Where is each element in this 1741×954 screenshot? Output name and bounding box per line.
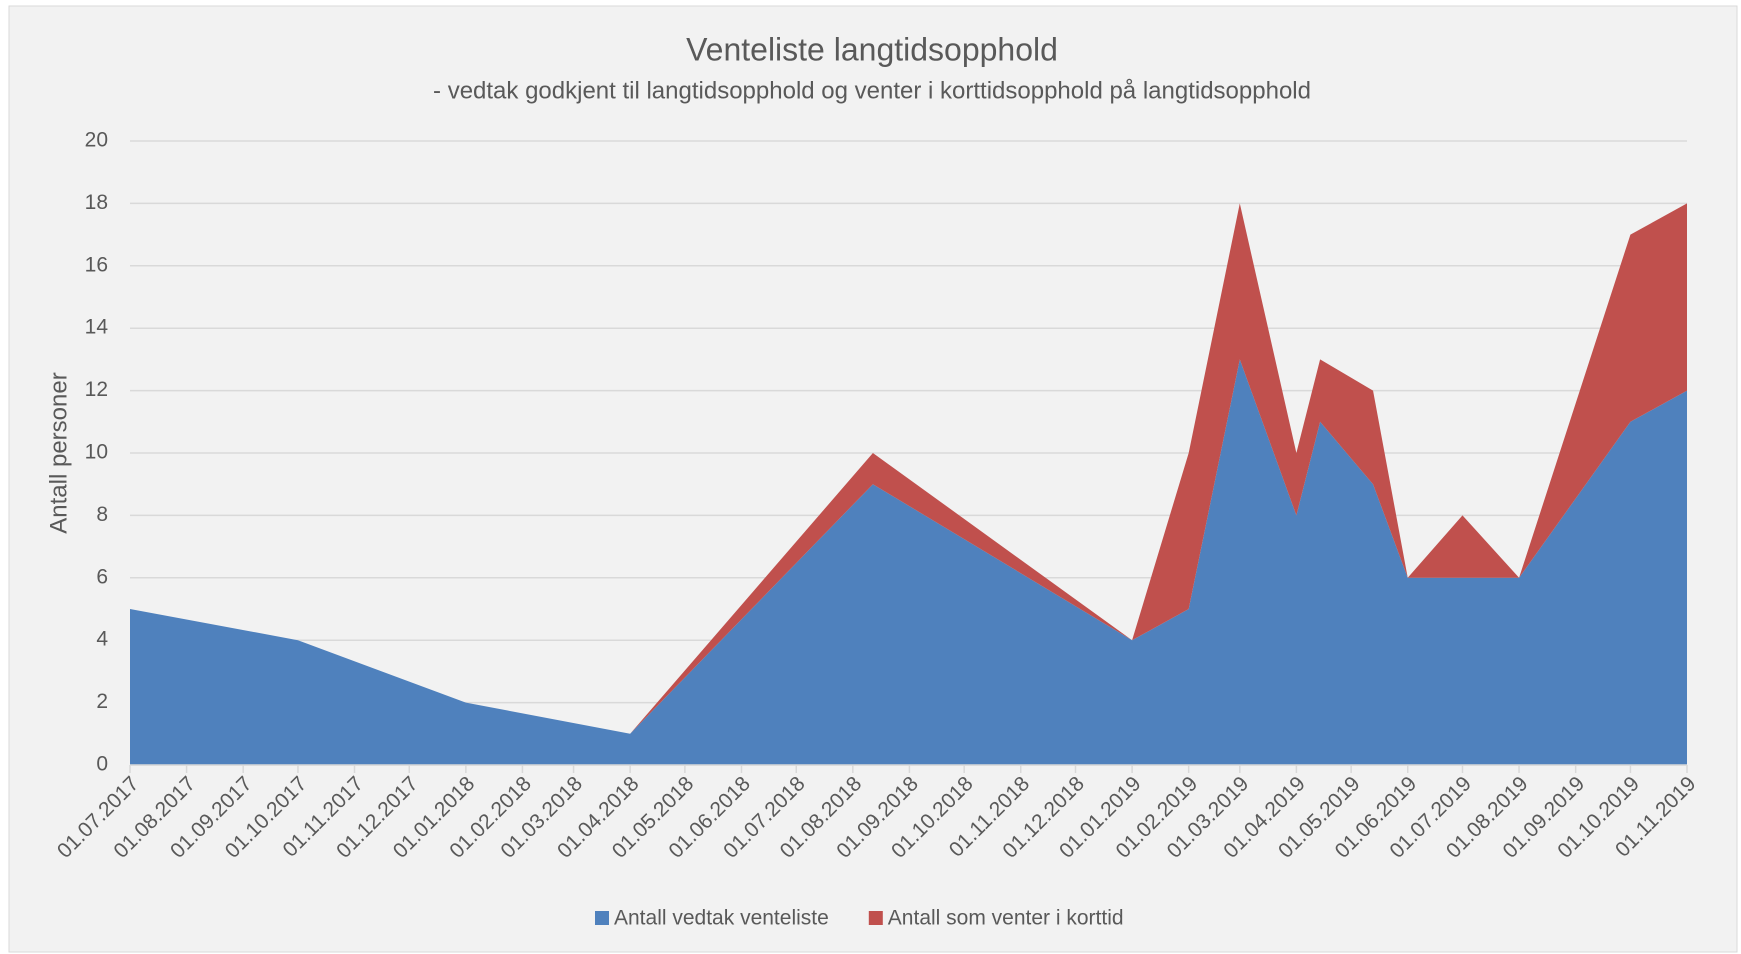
- y-tick-label: 0: [96, 753, 108, 776]
- area: [130, 203, 1687, 734]
- y-tick-label: 4: [96, 628, 108, 651]
- legend-swatch: [868, 911, 883, 925]
- y-tick-label: 2: [96, 690, 108, 713]
- legend-label: Antall vedtak venteliste: [614, 907, 829, 930]
- y-tick-label: 18: [85, 191, 108, 214]
- y-tick-label: 16: [85, 253, 108, 276]
- y-tick-label: 10: [85, 441, 108, 464]
- y-tick-label: 14: [85, 316, 109, 339]
- y-tick-label: 20: [85, 129, 108, 152]
- area: [130, 359, 1687, 765]
- chart-subtitle: - vedtak godkjent til langtidsopphold og…: [433, 77, 1311, 104]
- legend-swatch: [595, 911, 609, 925]
- y-axis-label: Antall personer: [45, 372, 72, 533]
- y-tick-label: 8: [96, 503, 108, 526]
- y-tick-label: 12: [85, 378, 108, 401]
- legend-label: Antall som venter i korttid: [888, 907, 1124, 930]
- y-tick-label: 6: [96, 565, 108, 588]
- chart-title: Venteliste langtidsopphold: [686, 31, 1058, 67]
